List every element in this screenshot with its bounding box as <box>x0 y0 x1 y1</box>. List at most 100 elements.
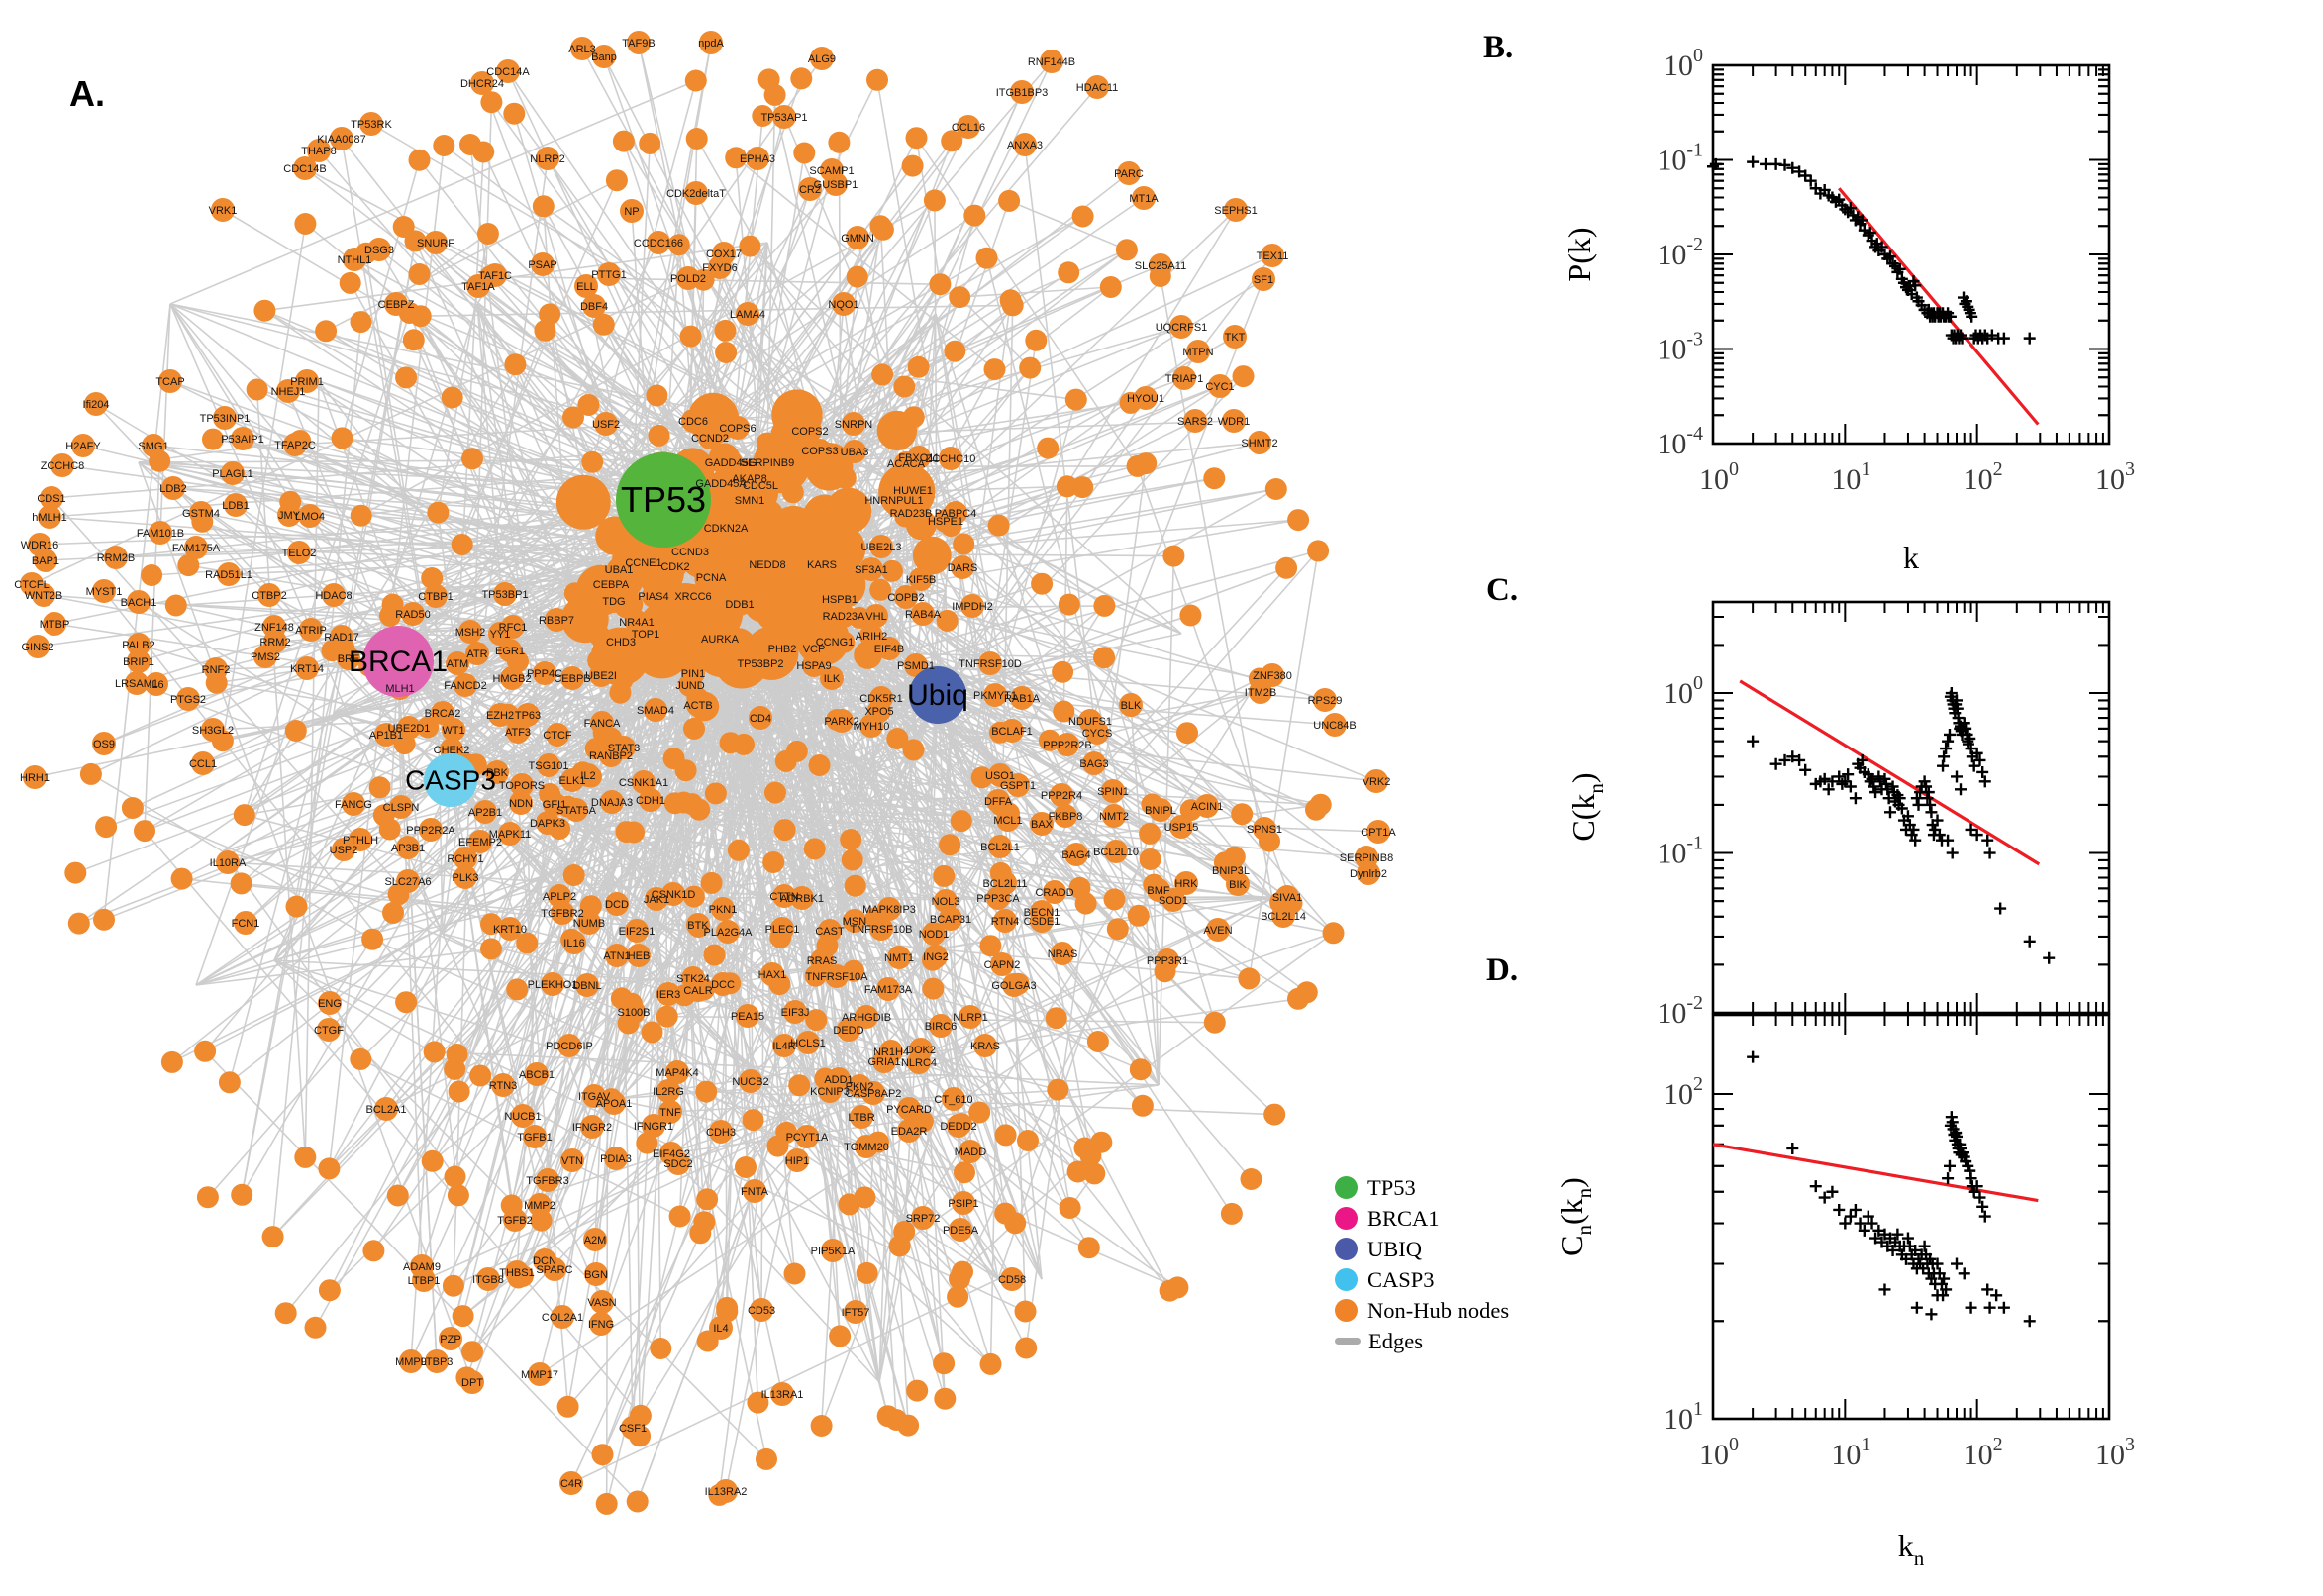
data-point <box>1844 780 1857 793</box>
gene-label: PTGS2 <box>170 694 206 706</box>
nonhub-node <box>742 1109 764 1132</box>
data-point <box>1960 295 1972 308</box>
edge <box>397 541 644 662</box>
nonhub-node <box>988 763 1012 787</box>
x-tick-label: 103 <box>2095 1434 2135 1471</box>
data-point <box>1943 1159 1956 1172</box>
nonhub-node <box>404 230 427 252</box>
node-swatch-icon <box>1335 1238 1358 1260</box>
edge <box>598 635 755 1121</box>
nonhub-node <box>574 274 598 298</box>
edge <box>937 567 1287 696</box>
gene-label: SMN1 <box>735 495 765 507</box>
gene-label: BCAP31 <box>930 914 971 926</box>
data-point <box>1769 757 1782 770</box>
gene-label: CDC5L <box>743 480 778 492</box>
nonhub-node <box>681 409 705 433</box>
data-point <box>1933 829 1946 842</box>
gene-label: CTGF <box>314 1025 344 1037</box>
nonhub-node <box>686 913 710 937</box>
nonhub-node <box>942 1087 965 1111</box>
edge <box>434 1050 1160 1086</box>
edge <box>360 199 936 517</box>
nonhub-node <box>802 653 826 677</box>
nonhub-node <box>1093 647 1116 669</box>
nonhub-node <box>902 406 925 429</box>
gene-label: CD53 <box>748 1305 775 1317</box>
gene-label: ABCB1 <box>519 1069 555 1081</box>
gene-label: ARIH2 <box>856 631 887 643</box>
scatter-points <box>1707 155 2036 345</box>
nonhub-node <box>802 637 826 660</box>
gene-label: SOD1 <box>1159 895 1188 907</box>
gene-label: NLRP1 <box>953 1012 987 1024</box>
gene-label: CHD3 <box>606 637 636 648</box>
edge <box>960 286 1111 298</box>
nonhub-node <box>1238 967 1261 990</box>
gene-label: UQCRFS1 <box>1156 322 1208 334</box>
gene-label: CSDE1 <box>1024 916 1060 928</box>
gene-label: JMY <box>278 510 301 522</box>
data-point <box>1909 279 1922 292</box>
nonhub-node <box>795 1125 819 1148</box>
plot-frame <box>1711 1013 2111 1421</box>
data-point <box>1990 1289 2003 1302</box>
panel-label-a: A. <box>69 73 105 114</box>
data-point <box>1833 770 1846 783</box>
gene-label: CPT1A <box>1361 827 1396 839</box>
edge <box>745 605 1106 1168</box>
nonhub-node <box>1231 803 1254 826</box>
gene-label: CDC6 <box>678 416 708 428</box>
gene-label: COPS3 <box>801 446 838 457</box>
gene-label: Banp <box>591 51 617 63</box>
data-point <box>1844 1210 1857 1223</box>
nonhub-node <box>1313 688 1337 712</box>
data-point <box>1938 1272 1951 1285</box>
gene-label: BNIPL <box>1145 805 1176 817</box>
data-point <box>1883 806 1896 819</box>
data-point <box>1964 732 1976 745</box>
data-point <box>1976 765 1989 778</box>
edge <box>526 590 603 944</box>
gene-label: PPP2R2A <box>406 825 455 837</box>
gene-label: XPO5 <box>864 706 893 718</box>
nonhub-node <box>684 69 707 92</box>
gene-label: ALG9 <box>808 53 836 65</box>
gene-label: RFC1 <box>499 622 528 634</box>
edge <box>476 303 517 365</box>
nonhub-node <box>1015 1337 1038 1359</box>
gene-label: PARC <box>1114 168 1144 180</box>
nonhub-node <box>503 1208 527 1232</box>
gene-label: GINS2 <box>21 642 53 653</box>
nonhub-node <box>1010 686 1034 710</box>
gene-label: CSNK1A1 <box>619 777 668 789</box>
gene-label: THAP8 <box>301 146 336 157</box>
gene-label: SERPINB9 <box>741 457 794 469</box>
gene-label: PDIA3 <box>600 1153 632 1165</box>
nonhub-node <box>582 294 606 318</box>
nonhub-node <box>866 68 888 91</box>
edge <box>457 809 556 1092</box>
hub-label-casp3: CASP3 <box>405 765 496 796</box>
data-point <box>1910 792 1923 805</box>
nonhub-node <box>1071 476 1094 499</box>
nonhub-node <box>337 647 360 670</box>
gene-label: KIF5B <box>906 574 937 586</box>
gene-label: DCN <box>533 1255 556 1267</box>
gene-label: PLK3 <box>453 872 479 884</box>
legend-item-ubiq: UBIQ <box>1335 1234 1509 1264</box>
nonhub-node <box>1115 239 1138 261</box>
nonhub-node <box>441 386 463 409</box>
gene-label: TAF1A <box>461 281 495 293</box>
y-tick-label: 10-1 <box>1657 833 1703 870</box>
nonhub-node <box>869 535 893 558</box>
nonhub-node <box>1059 1197 1081 1219</box>
nonhub-node <box>1031 572 1054 595</box>
data-point <box>1983 1301 1996 1314</box>
nonhub-node <box>949 1267 970 1290</box>
nonhub-node <box>951 555 974 579</box>
nonhub-node <box>1047 1078 1069 1101</box>
nonhub-node <box>679 325 702 348</box>
nonhub-node <box>699 31 723 54</box>
edge <box>591 80 697 463</box>
